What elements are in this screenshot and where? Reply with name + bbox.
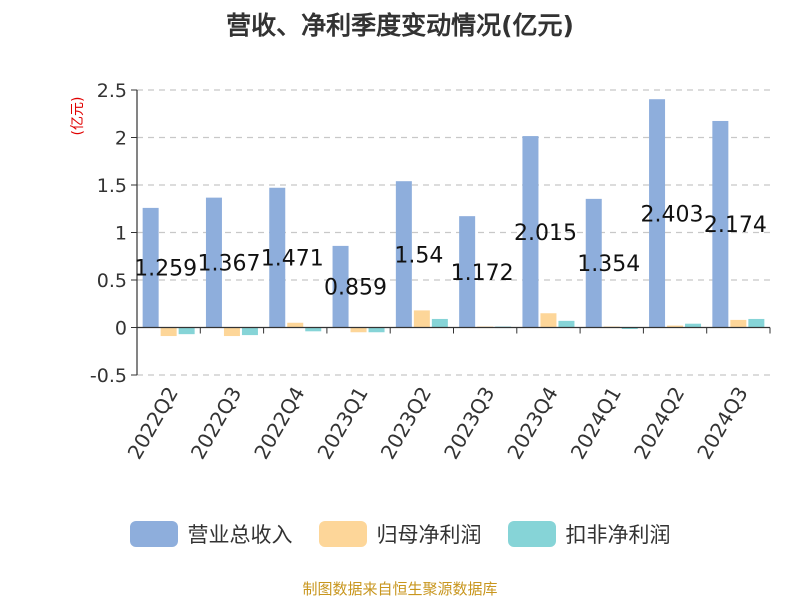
legend-label-parent-net-profit: 归母净利润 [376,523,482,547]
data-label: 1.471 [261,247,324,272]
y-tick-label: 1 [115,223,127,245]
bar [621,327,638,329]
data-label: 2.174 [704,213,767,238]
y-tick-label: 2 [115,128,127,150]
data-label: 2.015 [514,221,577,246]
source-note: 制图数据来自恒生聚源数据库 [302,580,498,598]
x-tick-label: 2023Q1 [312,383,372,464]
legend-swatch-parent-net-profit [318,521,367,547]
bar [585,198,602,328]
y-tick-label: 2.5 [97,80,127,102]
chart-title: 营收、净利季度变动情况(亿元) [226,11,574,40]
x-tick-label: 2024Q2 [629,383,689,464]
bar [269,187,286,328]
legend-label-deducted-net-profit: 扣非净利润 [565,523,671,547]
y-tick-label: 0.5 [97,270,127,292]
bar [748,318,765,328]
bar [395,181,412,328]
bar [413,310,430,328]
bar [160,327,177,337]
x-tick-label: 2023Q3 [439,383,499,464]
bar [287,322,304,328]
data-label: 2.403 [641,202,704,227]
x-tick-label: 2022Q2 [123,383,183,464]
data-label: 1.259 [134,257,197,282]
data-label: 1.354 [577,252,640,277]
bar [459,216,476,328]
y-tick-label: 0 [115,318,127,340]
legend-swatch-deducted-net-profit [507,521,556,547]
bar [142,207,159,328]
bar [368,327,385,333]
x-tick-label: 2023Q2 [376,383,436,464]
legend-label-revenue: 营业总收入 [187,523,293,547]
bar [223,327,240,337]
bar [350,327,367,333]
data-label: 0.859 [324,276,387,301]
data-label: 1.54 [394,243,443,268]
legend-swatch-revenue [129,521,178,547]
x-tick-label: 2024Q3 [692,383,752,464]
legend-item-deducted-net-profit[interactable]: 扣非净利润 [507,519,671,549]
x-tick-label: 2022Q4 [249,383,309,464]
bar [332,245,349,328]
y-axis-label: (亿元) [70,97,86,136]
x-tick-label: 2022Q3 [186,383,246,464]
bar [178,327,195,335]
y-tick-label: -0.5 [90,365,127,387]
legend-item-parent-net-profit[interactable]: 归母净利润 [318,519,482,549]
bar [205,197,222,328]
y-tick-label: 1.5 [97,175,127,197]
bar [241,327,258,336]
x-tick-label: 2024Q1 [566,383,626,464]
data-label: 1.172 [451,261,514,286]
bar [712,120,729,328]
bar [305,327,322,332]
bar [730,319,747,328]
legend-item-revenue[interactable]: 营业总收入 [129,519,293,549]
bar [540,313,557,328]
bar [667,325,684,328]
x-tick-label: 2023Q4 [502,383,562,464]
bar [685,323,702,328]
bar [522,136,539,328]
data-label: 1.367 [197,252,260,277]
legend: 营业总收入 归母净利润 扣非净利润 [0,519,800,549]
bar [649,99,666,328]
bar [558,320,575,328]
bar [431,318,448,328]
